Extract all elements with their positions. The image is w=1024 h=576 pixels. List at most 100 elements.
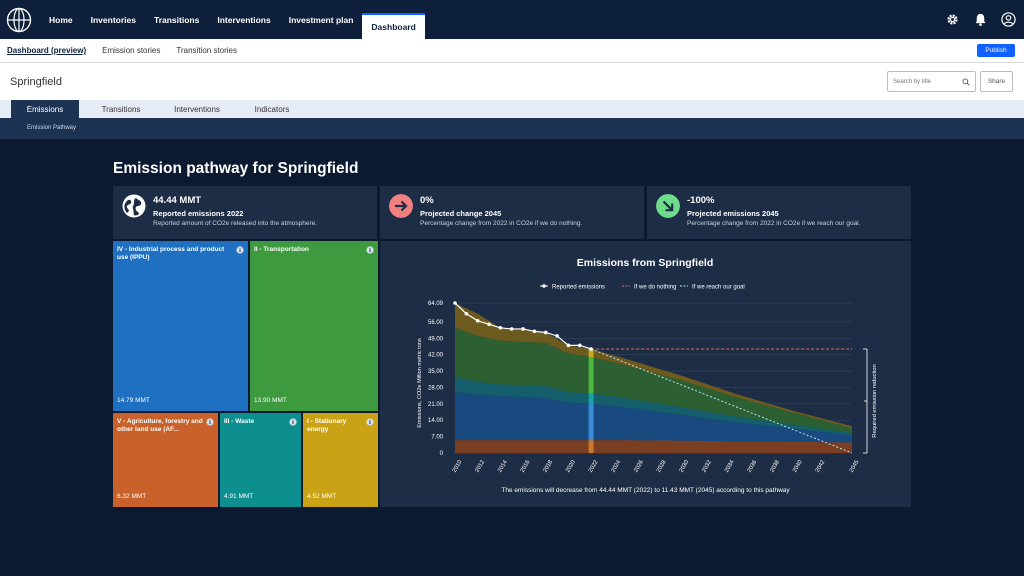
share-button[interactable]: Share	[980, 71, 1013, 92]
area-agriculture	[455, 440, 852, 453]
main-title: Emission pathway for Springfield	[113, 160, 359, 177]
x-tick-label: 2016	[520, 459, 532, 473]
x-tick-label: 2030	[679, 459, 691, 473]
treemap-tile-stationary-energy[interactable]: I - Stationary energy 4.52 MMT	[303, 413, 378, 507]
nav-inventories[interactable]: Inventories	[90, 14, 136, 25]
area-transportation	[455, 327, 852, 434]
user-avatar-icon[interactable]	[1001, 12, 1016, 27]
y-tick-label: 56.00	[428, 320, 444, 326]
tile-value: 4.52 MMT	[307, 493, 337, 500]
legend-entry: If we reach our goal	[692, 285, 745, 291]
search-placeholder: Search by title	[893, 78, 932, 85]
kpi-value: 0%	[420, 195, 434, 206]
info-icon[interactable]	[366, 246, 374, 254]
chart-title: Emissions from Springfield	[577, 257, 714, 269]
x-tick-label: 2036	[747, 459, 759, 473]
tile-value: 13.90 MMT	[254, 397, 287, 404]
nav-dashboard[interactable]: Dashboard	[362, 13, 425, 39]
search-icon	[962, 78, 970, 86]
x-tick-label: 2022	[588, 459, 600, 473]
x-tick-label: 2034	[724, 459, 736, 474]
breadcrumb[interactable]: Emission Pathway	[27, 125, 77, 131]
x-tick-label: 2024	[611, 459, 623, 474]
y-tick-label: 35.00	[428, 369, 444, 375]
tab-bar: Emissions Transitions Interventions Indi…	[0, 100, 1024, 118]
info-icon[interactable]	[289, 418, 297, 426]
nav-transitions[interactable]: Transitions	[153, 14, 200, 25]
x-tick-label: 2010	[452, 459, 464, 473]
publish-button[interactable]: Publish	[977, 44, 1015, 57]
reported-point	[453, 301, 457, 305]
x-tick-label: 2038	[769, 459, 781, 473]
reported-point	[589, 347, 593, 351]
area-industrial	[455, 392, 852, 443]
nav-interventions[interactable]: Interventions	[217, 14, 271, 25]
tile-label: I - Stationary energy	[307, 418, 347, 433]
reported-point	[577, 343, 582, 348]
kpi-description: Percentage change from 2022 in CO2e if w…	[687, 220, 861, 227]
treemap-tile-transportation[interactable]: II - Transportation 13.90 MMT	[250, 241, 378, 411]
chart-footnote: The emissions will decrease from 44.44 M…	[501, 487, 790, 494]
highlight-segment	[588, 393, 594, 404]
highlight-segment	[588, 357, 594, 394]
tab-transitions[interactable]: Transitions	[101, 104, 141, 114]
page-title: Springfield	[10, 75, 62, 88]
x-tick-label: 2042	[815, 459, 827, 473]
x-tick-label: 2014	[497, 459, 509, 474]
info-icon[interactable]	[366, 418, 374, 426]
treemap-tile-afolu[interactable]: V - Agriculture, forestry and other land…	[113, 413, 218, 507]
area-stationary-energy	[455, 303, 852, 429]
reported-point	[487, 322, 491, 327]
tab-emissions[interactable]: Emissions	[11, 100, 79, 118]
x-tick-label: 2040	[792, 459, 804, 473]
tile-label: III - Waste	[224, 418, 255, 425]
tile-label: IV - Industrial process and product use …	[117, 246, 225, 261]
treemap-tile-waste[interactable]: III - Waste 4.91 MMT	[220, 413, 301, 507]
x-tick-label: 2020	[565, 459, 577, 473]
subnav-dashboard-preview[interactable]: Dashboard (preview)	[7, 46, 87, 55]
tile-label: V - Agriculture, forestry and other land…	[117, 418, 203, 433]
bell-icon[interactable]	[973, 12, 988, 27]
kpi-description: Percentage change from 2022 in CO2e if w…	[420, 220, 583, 227]
kpi-value: 44.44 MMT	[153, 195, 202, 206]
reported-point	[543, 330, 548, 335]
tile-label: II - Transportation	[254, 246, 309, 253]
x-tick-label: 2032	[701, 459, 713, 473]
highlight-segment	[588, 403, 594, 441]
breadcrumb-bar: Emission Pathway	[0, 118, 1024, 139]
y-tick-label: 21.00	[428, 402, 444, 408]
globe-logo-icon[interactable]	[6, 7, 32, 33]
reported-point	[566, 343, 571, 348]
kpi-value: -100%	[687, 195, 715, 206]
sub-nav: Dashboard (preview) Emission stories Tra…	[0, 39, 1024, 63]
subnav-emission-stories[interactable]: Emission stories	[102, 46, 161, 55]
highlight-segment	[588, 440, 594, 453]
y-tick-label: 14.00	[428, 418, 444, 424]
page-header: Springfield Search by title Share	[0, 63, 1024, 100]
nav-home[interactable]: Home	[49, 14, 73, 25]
tab-indicators[interactable]: Indicators	[254, 104, 290, 114]
y-tick-label: 49.00	[428, 336, 444, 342]
globe-icon	[122, 194, 146, 218]
x-tick-label: 2045	[849, 459, 861, 473]
kpi-label: Projected emissions 2045	[687, 209, 779, 218]
info-icon[interactable]	[206, 418, 214, 426]
arrow-right-icon	[389, 194, 413, 218]
legend-entry: Reported emissions	[552, 285, 605, 291]
nav-investment-plan[interactable]: Investment plan	[288, 14, 354, 25]
reported-point	[532, 329, 537, 334]
kpi-card-reported: 44.44 MMT Reported emissions 2022 Report…	[113, 186, 377, 239]
search-input[interactable]: Search by title	[887, 71, 976, 92]
y-tick-label: 42.00	[428, 353, 444, 359]
reported-point	[475, 318, 480, 323]
arrow-down-right-icon	[656, 194, 680, 218]
treemap-tile-ippu[interactable]: IV - Industrial process and product use …	[113, 241, 248, 411]
x-tick-label: 2026	[633, 459, 645, 473]
reduction-annotation: Required emission reduction	[872, 364, 878, 437]
emissions-chart[interactable]: Emissions from Springfield Reported emiss…	[380, 241, 911, 507]
emissions-chart-panel: Emissions from Springfield Reported emiss…	[380, 241, 911, 507]
subnav-transition-stories[interactable]: Transition stories	[176, 46, 238, 55]
info-icon[interactable]	[236, 246, 244, 254]
tab-interventions[interactable]: Interventions	[174, 104, 220, 114]
gear-icon[interactable]	[945, 12, 960, 27]
